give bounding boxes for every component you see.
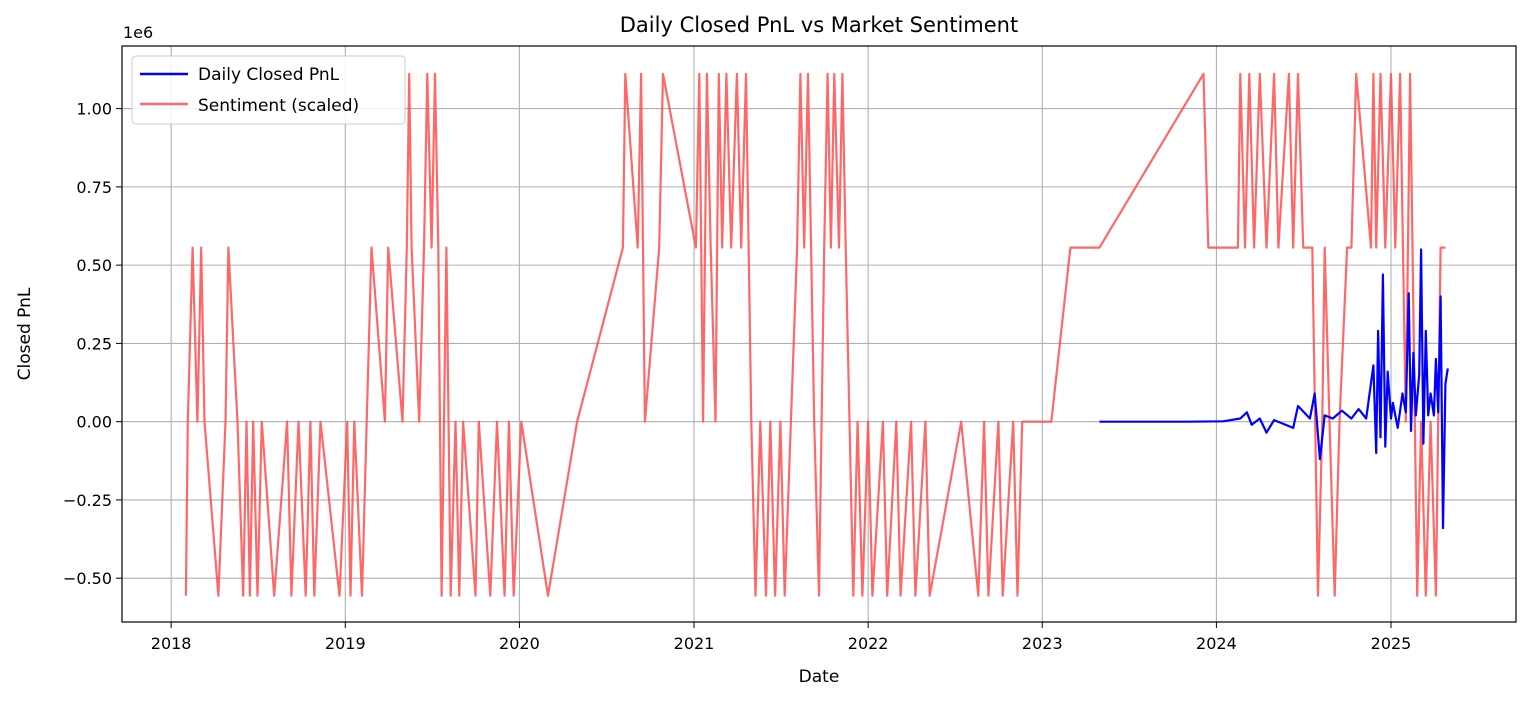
- y-tick-label: −0.25: [63, 491, 112, 510]
- pnl-series-line: [1099, 248, 1449, 530]
- y-axis: −0.50 −0.25 0.00 0.25 0.50 0.75 1.00: [63, 100, 122, 588]
- legend-label-pnl: Daily Closed PnL: [198, 65, 340, 85]
- y-axis-label: Closed PnL: [15, 287, 35, 380]
- y-scale-label: 1e6: [123, 23, 153, 42]
- y-tick-label: −0.50: [63, 569, 112, 588]
- plot-frame: [121, 45, 1517, 623]
- grid: [122, 46, 1516, 622]
- legend: Daily Closed PnL Sentiment (scaled): [131, 55, 406, 125]
- x-tick-label: 2020: [499, 634, 540, 653]
- x-tick-label: 2018: [151, 634, 192, 653]
- sentiment-series-line: [184, 72, 1446, 597]
- y-tick-label: 0.75: [76, 178, 112, 197]
- legend-box: [131, 55, 406, 125]
- y-tick-label: 1.00: [76, 100, 112, 119]
- x-axis-label: Date: [799, 667, 840, 687]
- x-tick-label: 2024: [1196, 634, 1237, 653]
- chart-title: Daily Closed PnL vs Market Sentiment: [620, 13, 1018, 37]
- y-tick-label: 0.50: [76, 256, 112, 275]
- x-tick-label: 2023: [1022, 634, 1063, 653]
- x-tick-label: 2019: [325, 634, 366, 653]
- plot-area: [184, 72, 1449, 597]
- legend-label-sentiment: Sentiment (scaled): [198, 96, 359, 116]
- x-tick-label: 2021: [674, 634, 715, 653]
- x-tick-label: 2025: [1371, 634, 1412, 653]
- x-tick-label: 2022: [848, 634, 889, 653]
- x-axis: 2018 2019 2020 2021 2022 2023 2024 2025: [151, 622, 1412, 653]
- y-tick-label: 0.25: [76, 334, 112, 353]
- y-tick-label: 0.00: [76, 413, 112, 432]
